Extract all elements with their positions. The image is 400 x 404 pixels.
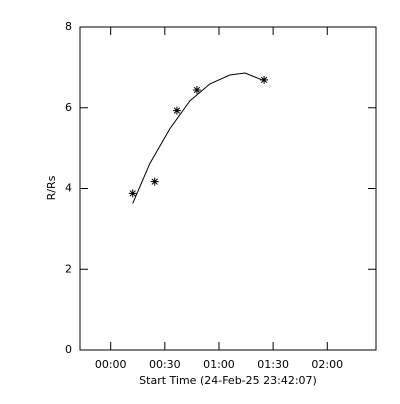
data-point (260, 75, 269, 84)
y-tick-label: 0 (65, 343, 72, 356)
x-axis-label: Start Time (24-Feb-25 23:42:07) (139, 374, 317, 387)
y-axis-label: R/Rs (45, 175, 58, 200)
data-point (172, 106, 181, 115)
y-tick-label: 6 (65, 101, 72, 114)
fit-curve (132, 72, 265, 204)
y-tick-label: 4 (65, 182, 72, 195)
data-point (192, 85, 201, 94)
x-tick-label: 00:00 (95, 358, 127, 371)
x-tick-label: 01:00 (203, 358, 235, 371)
y-tick-label: 2 (65, 262, 72, 275)
data-point (150, 177, 159, 186)
x-tick-label: 02:00 (311, 358, 343, 371)
x-tick-label: 00:30 (149, 358, 181, 371)
x-tick-label: 01:30 (257, 358, 289, 371)
data-point (128, 189, 137, 198)
y-tick-label: 8 (65, 20, 72, 33)
